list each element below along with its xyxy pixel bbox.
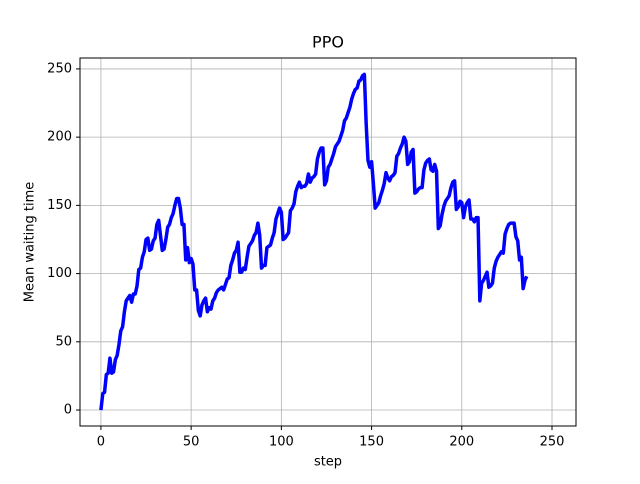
y-tick-label: 150 xyxy=(47,198,72,213)
y-tick-label: 250 xyxy=(47,61,72,76)
y-tick-label: 50 xyxy=(55,334,72,349)
y-tick-label: 100 xyxy=(47,266,72,281)
chart-title: PPO xyxy=(312,33,344,52)
plot-frame xyxy=(79,57,577,427)
x-axis-label: step xyxy=(314,455,342,470)
x-tick-label: 250 xyxy=(540,435,565,450)
data-line xyxy=(99,72,529,411)
y-tick-label: 0 xyxy=(64,403,72,418)
x-tick-label: 150 xyxy=(359,435,384,450)
x-tick-label: 100 xyxy=(269,435,294,450)
x-tick-label: 50 xyxy=(183,435,200,450)
y-tick-label: 200 xyxy=(47,130,72,145)
x-tick-label: 0 xyxy=(97,435,105,450)
x-tick-label: 200 xyxy=(449,435,474,450)
y-axis-label: Mean waiting time xyxy=(23,182,38,302)
